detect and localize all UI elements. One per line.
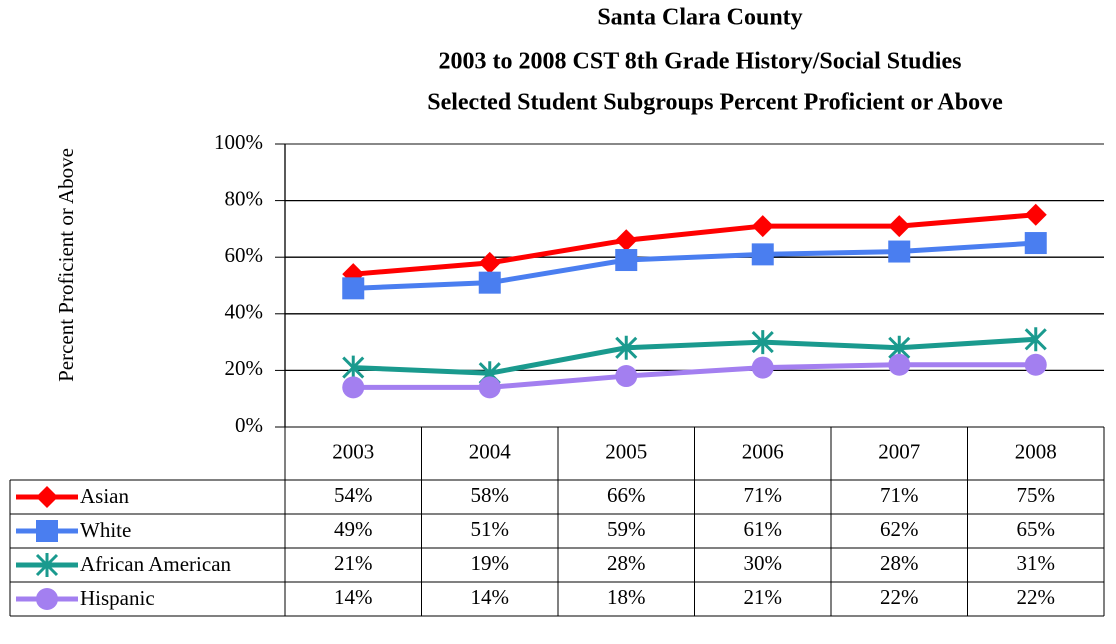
table-cell: 58%: [471, 483, 510, 507]
legend-label: White: [80, 518, 131, 542]
table-cell: 30%: [744, 551, 783, 575]
point: [1024, 232, 1047, 255]
point: [888, 215, 911, 238]
point: [751, 215, 774, 238]
table-cell: 66%: [607, 483, 646, 507]
y-tick-label: 20%: [225, 356, 264, 380]
table-cell: 14%: [334, 585, 373, 609]
x-tick-label: 2008: [1015, 439, 1057, 463]
y-tick-label: 40%: [225, 300, 264, 324]
point: [615, 335, 638, 360]
legend-label: Asian: [80, 484, 129, 508]
x-tick-label: 2004: [469, 439, 512, 463]
table-cell: 21%: [744, 585, 783, 609]
legend-label: African American: [80, 552, 232, 576]
table-cell: 21%: [334, 551, 373, 575]
table-cell: 19%: [471, 551, 510, 575]
table-cell: 59%: [607, 517, 646, 541]
series-line: [353, 212, 1036, 277]
legend-marker: [36, 588, 58, 610]
point: [342, 376, 365, 399]
point: [888, 240, 911, 263]
table-cell: 71%: [744, 483, 783, 507]
point: [751, 243, 774, 266]
y-tick-label: 60%: [225, 243, 264, 267]
x-tick-label: 2007: [878, 439, 920, 463]
point: [615, 249, 638, 272]
legend-marker: [35, 553, 59, 577]
point: [478, 251, 501, 274]
point: [615, 365, 638, 388]
series-line: [353, 240, 1036, 291]
table-cell: 22%: [1017, 585, 1056, 609]
point: [478, 376, 501, 399]
y-tick-label: 80%: [225, 186, 264, 210]
point: [1024, 327, 1047, 352]
legend-marker: [36, 486, 58, 508]
series-line: [353, 362, 1036, 390]
point: [1024, 203, 1047, 226]
point: [1024, 353, 1047, 376]
table-cell: 51%: [471, 517, 510, 541]
chart-title: Santa Clara County: [597, 5, 802, 31]
y-tick-label: 100%: [214, 130, 263, 154]
table-cell: 49%: [334, 517, 373, 541]
chart-title: Selected Student Subgroups Percent Profi…: [427, 90, 1003, 116]
point: [342, 355, 365, 380]
point: [751, 356, 774, 379]
series-line: [353, 336, 1036, 376]
legend-label: Hispanic: [80, 586, 155, 610]
table-cell: 54%: [334, 483, 373, 507]
table-cell: 28%: [880, 551, 919, 575]
table-cell: 18%: [607, 585, 646, 609]
point: [615, 229, 638, 252]
table-cell: 31%: [1017, 551, 1056, 575]
chart-title: 2003 to 2008 CST 8th Grade History/Socia…: [439, 49, 962, 75]
table-cell: 28%: [607, 551, 646, 575]
y-tick-label: 0%: [235, 413, 263, 437]
point: [342, 277, 365, 300]
x-tick-label: 2005: [605, 439, 647, 463]
table-cell: 14%: [471, 585, 510, 609]
legend-marker: [36, 520, 58, 542]
table-cell: 61%: [744, 517, 783, 541]
point: [751, 330, 774, 355]
x-tick-label: 2003: [332, 439, 374, 463]
table-cell: 22%: [880, 585, 919, 609]
table-cell: 75%: [1017, 483, 1056, 507]
point: [888, 353, 911, 376]
y-axis-label: Percent Proficient or Above: [54, 148, 78, 382]
table-cell: 62%: [880, 517, 919, 541]
table-cell: 65%: [1017, 517, 1056, 541]
point: [478, 271, 501, 294]
x-tick-label: 2006: [742, 439, 784, 463]
table-cell: 71%: [880, 483, 919, 507]
